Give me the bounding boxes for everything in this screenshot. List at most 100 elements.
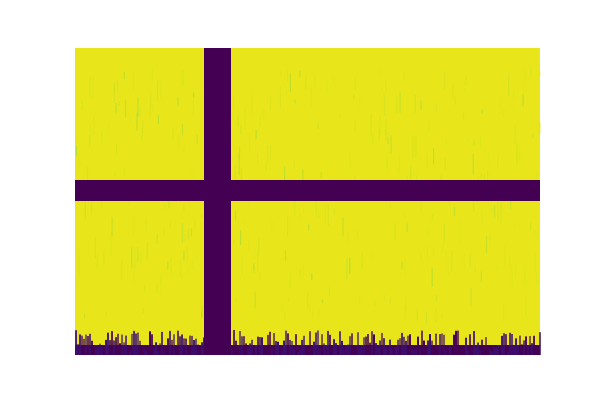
texture-streak [443, 223, 445, 243]
bottom-edge-spike [193, 340, 195, 355]
texture-streak [146, 242, 148, 260]
bottom-edge-spike [353, 348, 355, 355]
texture-streak [426, 153, 428, 169]
texture-streak [459, 221, 461, 242]
texture-streak [472, 198, 475, 212]
texture-streak [94, 236, 96, 259]
texture-streak [514, 125, 516, 144]
texture-streak [470, 287, 472, 307]
texture-streak [150, 91, 152, 106]
texture-streak [116, 79, 119, 92]
texture-streak [269, 96, 272, 111]
bottom-edge-spike [115, 337, 117, 355]
texture-streak [452, 82, 454, 100]
texture-streak [383, 94, 386, 117]
bottom-edge-spike [283, 340, 285, 355]
bottom-edge-spike [403, 336, 405, 355]
bottom-edge-spike [135, 333, 137, 355]
texture-streak [160, 80, 162, 101]
texture-streak [483, 174, 485, 180]
texture-streak [441, 312, 443, 319]
bottom-edge-spike [455, 330, 457, 355]
bottom-edge-spike [155, 342, 157, 355]
texture-streak [136, 117, 138, 129]
bottom-edge-spike [487, 348, 489, 355]
texture-streak [101, 131, 103, 145]
texture-streak [201, 310, 203, 318]
bottom-edge-spike [519, 335, 521, 355]
bottom-edge-spike [345, 345, 347, 355]
texture-streak [436, 295, 438, 301]
texture-streak [359, 296, 361, 304]
texture-streak [233, 240, 235, 245]
texture-streak [332, 74, 335, 84]
texture-streak [320, 172, 322, 179]
bottom-edge-spike [87, 336, 89, 355]
texture-streak [314, 76, 316, 88]
texture-streak [253, 264, 255, 273]
bottom-edge-spike [201, 342, 203, 355]
texture-streak [156, 282, 158, 294]
bottom-edge-spike [293, 349, 295, 355]
texture-streak [149, 101, 151, 120]
texture-streak [191, 167, 193, 181]
bottom-edge-spike [133, 330, 135, 355]
texture-streak [416, 308, 418, 321]
texture-streak [134, 247, 136, 268]
texture-streak [315, 199, 317, 218]
texture-streak [235, 296, 237, 302]
texture-streak [93, 115, 95, 135]
texture-streak [487, 170, 489, 184]
texture-streak [435, 307, 437, 323]
bottom-edge-spike [397, 339, 399, 355]
texture-streak [233, 93, 235, 111]
bottom-edge-spike [251, 339, 253, 355]
texture-streak [444, 157, 446, 171]
texture-streak [426, 246, 428, 258]
texture-streak [432, 247, 435, 257]
texture-streak [396, 96, 398, 114]
bottom-edge-spike [199, 349, 201, 355]
bottom-edge-spike [315, 332, 317, 355]
bottom-edge-spike [453, 334, 455, 355]
bottom-edge-spike [143, 348, 145, 355]
bottom-edge-spike [425, 346, 427, 355]
texture-streak [103, 251, 105, 264]
bottom-edge-spike [537, 350, 539, 355]
texture-streak [84, 200, 86, 220]
texture-streak [347, 231, 349, 244]
bottom-edge-spike [125, 335, 127, 355]
texture-streak [522, 93, 524, 107]
texture-streak [238, 153, 240, 176]
texture-streak [244, 107, 246, 130]
texture-streak [142, 120, 144, 133]
vertical-masked-band [204, 48, 231, 355]
texture-streak [89, 75, 91, 97]
texture-streak [281, 304, 283, 312]
texture-streak [401, 261, 403, 270]
texture-streak [415, 136, 417, 157]
texture-streak [387, 131, 389, 144]
texture-streak [405, 296, 407, 310]
bottom-edge-spike [183, 338, 185, 355]
texture-streak [133, 215, 135, 235]
texture-streak [445, 249, 447, 255]
texture-streak [379, 115, 381, 135]
texture-streak [474, 267, 476, 273]
texture-streak [514, 266, 517, 278]
texture-streak [494, 204, 496, 219]
bottom-edge-spike [393, 347, 395, 355]
texture-streak [463, 252, 465, 269]
texture-streak [240, 124, 242, 135]
texture-streak [536, 272, 538, 285]
bottom-edge-spike [417, 336, 419, 355]
texture-streak [486, 235, 488, 253]
texture-streak [378, 128, 380, 141]
bottom-edge-spike [285, 330, 287, 355]
bottom-edge-spike [531, 343, 533, 355]
texture-streak [289, 72, 291, 93]
texture-streak [428, 119, 430, 130]
texture-streak [81, 100, 83, 110]
bottom-edge-spike [195, 338, 197, 355]
texture-streak [503, 109, 505, 117]
